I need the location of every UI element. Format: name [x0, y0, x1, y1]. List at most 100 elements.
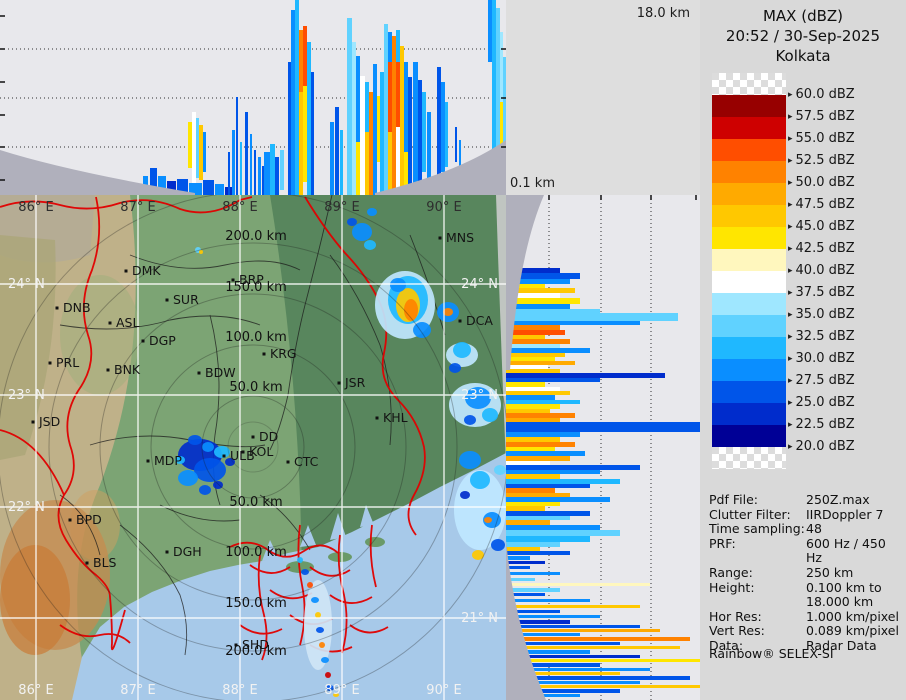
- lat-label-right: 21° N: [461, 611, 498, 626]
- legend-label: ▸ 42.5 dBZ: [788, 241, 855, 256]
- color-band: [712, 227, 786, 249]
- station-marker: [106, 368, 110, 372]
- station-marker: [165, 298, 169, 302]
- station-label: ULB: [230, 448, 255, 463]
- color-band: [712, 271, 786, 293]
- color-scale: [712, 73, 786, 469]
- title-block: MAX (dBZ) 20:52 / 30-Sep-2025 Kolkata: [700, 6, 906, 66]
- lon-label-bottom: 89° E: [324, 683, 359, 698]
- metadata-value: IIRDoppler 7: [806, 506, 884, 522]
- station-marker: [251, 435, 255, 439]
- lon-label-top: 89° E: [324, 200, 359, 215]
- tick-arrow-icon: ▸: [788, 310, 793, 320]
- tick-arrow-icon: ▸: [788, 288, 793, 298]
- metadata-row: Vert Res: 0.089 km/pixel: [709, 624, 901, 639]
- metadata-value: 250Z.max: [806, 492, 870, 507]
- station-label: BPD: [76, 512, 102, 527]
- right-profile-ticks: [548, 195, 697, 200]
- station-label: JSR: [344, 375, 366, 390]
- tick-arrow-icon: ▸: [788, 200, 793, 210]
- color-band: [712, 139, 786, 161]
- color-band: [712, 161, 786, 183]
- tick-arrow-icon: ▸: [788, 376, 793, 386]
- color-scale-top-checker: [712, 73, 786, 95]
- station-label: DGH: [173, 544, 202, 559]
- tick-arrow-icon: ▸: [788, 112, 793, 122]
- station-label: DD: [259, 429, 278, 444]
- tick-arrow-icon: ▸: [788, 156, 793, 166]
- ring-label: 200.0 km: [225, 229, 287, 244]
- station-marker: [234, 643, 238, 647]
- legend-label: ▸ 20.0 dBZ: [788, 439, 855, 454]
- lat-label-right: 23° N: [461, 388, 498, 403]
- station-label: KRG: [270, 346, 297, 361]
- legend-label: ▸ 47.5 dBZ: [788, 197, 855, 212]
- legend-label: ▸ 22.5 dBZ: [788, 417, 855, 432]
- color-band: [712, 95, 786, 117]
- station-label: PRL: [56, 355, 79, 370]
- color-band: [712, 403, 786, 425]
- map-nodata-sliver: [496, 195, 506, 465]
- metadata-value: Radar Data: [806, 637, 877, 653]
- metadata-label: Pdf File:: [709, 492, 758, 507]
- station-label: SUR: [173, 292, 199, 307]
- color-band: [712, 293, 786, 315]
- station-marker: [141, 339, 145, 343]
- map-labels: 200.0 km 150.0 km 100.0 km 50.0 km 50.0 km 10…: [8, 200, 498, 698]
- station-marker: [222, 454, 226, 458]
- station-label: JSD: [38, 414, 60, 429]
- station-label: DGP: [149, 333, 176, 348]
- lon-label-bottom: 90° E: [426, 683, 461, 698]
- tick-arrow-icon: ▸: [788, 442, 793, 452]
- tick-arrow-icon: ▸: [788, 354, 793, 364]
- metadata-label: Clutter Filter:: [709, 506, 791, 522]
- top-profile-ticks: [0, 15, 506, 181]
- metadata-row: Data: Radar Data: [709, 637, 901, 654]
- tick-arrow-icon: ▸: [788, 244, 793, 254]
- ring-label: 100.0 km: [225, 545, 287, 560]
- station-label: CTC: [294, 454, 319, 469]
- color-band: [712, 183, 786, 205]
- legend-label: ▸ 32.5 dBZ: [788, 329, 855, 344]
- tick-arrow-icon: ▸: [788, 266, 793, 276]
- legend-label: ▸ 30.0 dBZ: [788, 351, 855, 366]
- ring-label: 150.0 km: [225, 596, 287, 611]
- max-height-axis-label: 18.0 km: [636, 6, 690, 21]
- metadata-value: 250 km: [806, 564, 854, 580]
- legend-label: ▸ 27.5 dBZ: [788, 373, 855, 388]
- ring-label: 100.0 km: [225, 330, 287, 345]
- lon-label-bottom: 86° E: [18, 683, 53, 698]
- metadata-value: 0.089 km/pixel: [806, 623, 899, 639]
- lon-label-top: 87° E: [120, 200, 155, 215]
- station-marker: [197, 371, 201, 375]
- legend-label: ▸ 55.0 dBZ: [788, 131, 855, 146]
- tick-arrow-icon: ▸: [788, 90, 793, 100]
- legend-label: ▸ 37.5 dBZ: [788, 285, 855, 300]
- color-band: [712, 315, 786, 337]
- color-scale-bottom-checker: [712, 447, 786, 469]
- metadata-row: PRF: 600 Hz / 450 Hz: [709, 536, 901, 566]
- station-marker: [108, 321, 112, 325]
- station-marker: [337, 381, 341, 385]
- station-marker: [375, 416, 379, 420]
- tick-arrow-icon: ▸: [788, 134, 793, 144]
- metadata-row: Clutter Filter: IIRDoppler 7: [709, 506, 901, 523]
- legend-label: ▸ 40.0 dBZ: [788, 263, 855, 278]
- right-height-profile-chart: [506, 195, 700, 700]
- legend-label: ▸ 35.0 dBZ: [788, 307, 855, 322]
- station-marker: [48, 361, 52, 365]
- lat-label-right: 24° N: [461, 277, 498, 292]
- metadata-label: Data:: [709, 637, 744, 653]
- color-band: [712, 381, 786, 403]
- station-label: KHL: [383, 410, 408, 425]
- color-band: [712, 205, 786, 227]
- sea-layer: [72, 453, 506, 700]
- product-title: MAX (dBZ): [762, 7, 844, 25]
- station-label: KOL: [249, 444, 273, 459]
- color-band: [712, 425, 786, 447]
- station-marker: [286, 460, 290, 464]
- metadata-row: Hor Res: 1.000 km/pixel: [709, 608, 901, 625]
- tick-arrow-icon: ▸: [788, 178, 793, 188]
- metadata-label: Hor Res:: [709, 608, 762, 624]
